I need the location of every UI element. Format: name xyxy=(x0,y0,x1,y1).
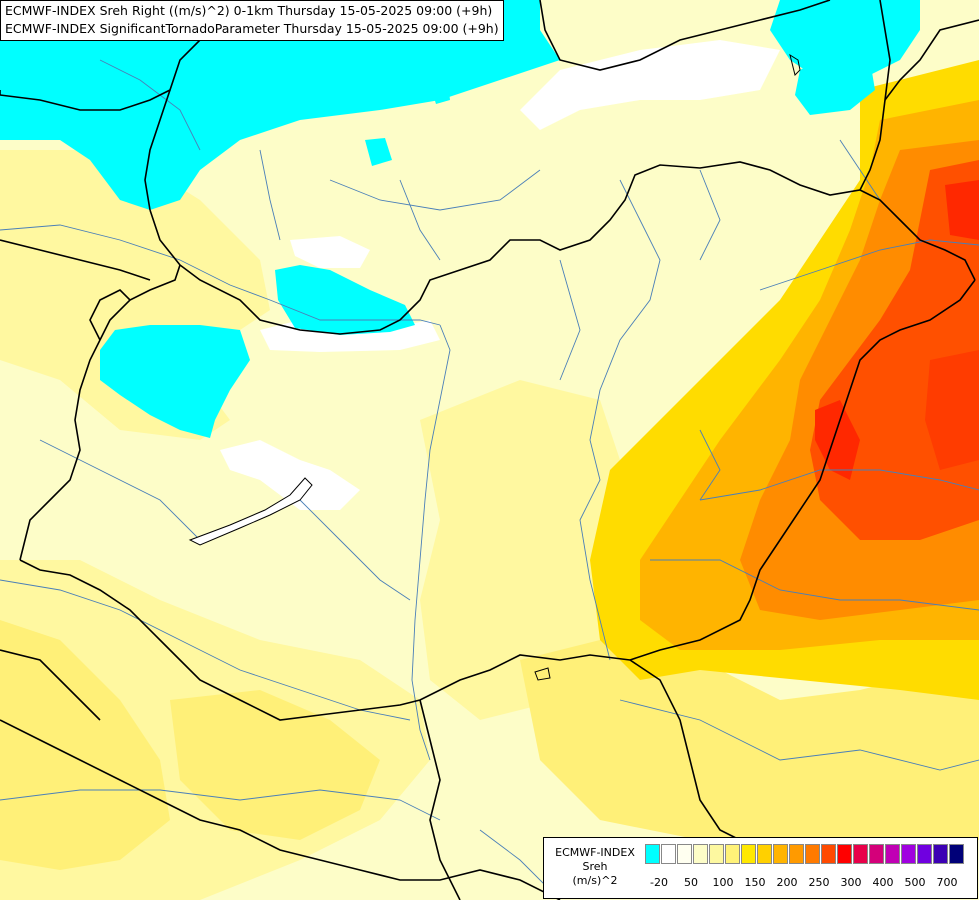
legend-tick-label: 150 xyxy=(744,876,766,889)
legend-tick-label: -20 xyxy=(650,876,668,889)
river-vah xyxy=(259,149,281,241)
legend-title-line-3: (m/s)^2 xyxy=(572,874,618,887)
field-red-east xyxy=(925,350,979,470)
color-legend: ECMWF-INDEX Sreh (m/s)^2 -20 50 100 150 200 2… xyxy=(543,837,978,899)
river-misc4 xyxy=(699,429,721,501)
legend-title-line-1: ECMWF-INDEX xyxy=(555,846,635,859)
border-rs-east xyxy=(629,659,741,841)
river-sio xyxy=(299,499,411,601)
legend-tick-labels: -20 50 100 150 200 250 300 400 500 700 xyxy=(645,876,975,890)
border-ua-pl xyxy=(539,0,831,71)
river-mures xyxy=(699,469,979,501)
legend-color-box xyxy=(837,844,852,864)
legend-tick-label: 300 xyxy=(840,876,862,889)
legend-color-box xyxy=(709,844,724,864)
field-white-center xyxy=(220,440,360,510)
border-hu-north xyxy=(179,161,976,335)
legend-tick-label: 700 xyxy=(936,876,958,889)
river-south-east xyxy=(619,699,979,771)
border-hu-west xyxy=(19,264,181,561)
river-north1 xyxy=(329,169,541,211)
field-cyan-north xyxy=(0,0,560,210)
field-lightyellow-center xyxy=(420,380,640,720)
field-cyan-center xyxy=(275,265,415,335)
legend-tick-label: 400 xyxy=(872,876,894,889)
field-cyan-west xyxy=(100,325,250,438)
legend-tick-label: 250 xyxy=(808,876,830,889)
legend-color-box xyxy=(645,844,660,864)
river-somes xyxy=(759,239,979,291)
border-rs-hr xyxy=(419,699,461,900)
border-sk-west xyxy=(149,209,181,266)
river-danube-south xyxy=(411,324,451,761)
river-misc5 xyxy=(839,139,881,201)
legend-color-box xyxy=(805,844,820,864)
river-sava xyxy=(0,789,441,821)
field-white-north xyxy=(520,40,780,130)
field-cyan-northeast xyxy=(770,0,920,80)
field-red-north xyxy=(945,180,979,240)
river-bodrog xyxy=(699,169,721,261)
legend-color-box xyxy=(757,844,772,864)
lake-northeast xyxy=(789,53,801,76)
legend-color-box xyxy=(693,844,708,864)
river-tisza xyxy=(579,179,661,661)
field-cyan-small xyxy=(430,82,450,104)
header-line-2: ECMWF-INDEX SignificantTornadoParameter … xyxy=(5,21,499,36)
lake-small-south xyxy=(534,667,551,681)
legend-color-box xyxy=(869,844,884,864)
border-sk-cz xyxy=(0,89,171,211)
legend-color-box xyxy=(741,844,756,864)
legend-tick-label: 200 xyxy=(776,876,798,889)
lake-balaton xyxy=(188,477,313,546)
legend-color-box xyxy=(901,844,916,864)
legend-color-box xyxy=(677,844,692,864)
border-hu-south xyxy=(19,559,631,721)
border-ua-north xyxy=(859,0,891,191)
field-yellow-southwest xyxy=(0,620,170,870)
river-misc1 xyxy=(39,439,201,541)
field-cyan-lake xyxy=(795,50,875,115)
legend-tick-label: 100 xyxy=(712,876,734,889)
field-white-small xyxy=(290,236,370,268)
legend-color-boxes xyxy=(645,844,965,866)
header-line-1: ECMWF-INDEX Sreh Right ((m/s)^2) 0-1km T… xyxy=(5,3,493,18)
legend-title: ECMWF-INDEX Sreh (m/s)^2 xyxy=(548,846,642,888)
legend-color-box xyxy=(661,844,676,864)
legend-color-box xyxy=(725,844,740,864)
map-header: ECMWF-INDEX Sreh Right ((m/s)^2) 0-1km T… xyxy=(0,0,504,41)
border-west-misc xyxy=(0,239,151,281)
legend-color-box xyxy=(885,844,900,864)
legend-tick-label: 50 xyxy=(684,876,698,889)
legend-color-box xyxy=(949,844,964,864)
river-hron xyxy=(399,179,441,261)
border-at-si xyxy=(0,649,101,721)
field-cyan-small2 xyxy=(365,138,392,166)
border-hr-ba xyxy=(0,719,561,900)
legend-title-line-2: Sreh xyxy=(582,860,608,873)
legend-tick-label: 500 xyxy=(904,876,926,889)
legend-color-box xyxy=(789,844,804,864)
border-hu-east xyxy=(629,279,976,661)
legend-color-box xyxy=(821,844,836,864)
field-yellow-south2 xyxy=(520,640,979,840)
river-east1 xyxy=(650,559,979,611)
legend-color-box xyxy=(773,844,788,864)
field-yellow-southcenter xyxy=(170,690,380,840)
legend-color-box xyxy=(853,844,868,864)
border-ro-md xyxy=(884,19,979,101)
border-at-hu xyxy=(89,289,131,341)
legend-color-box xyxy=(917,844,932,864)
river-drava xyxy=(0,579,411,721)
river-misc2 xyxy=(559,259,581,381)
legend-color-box xyxy=(933,844,948,864)
